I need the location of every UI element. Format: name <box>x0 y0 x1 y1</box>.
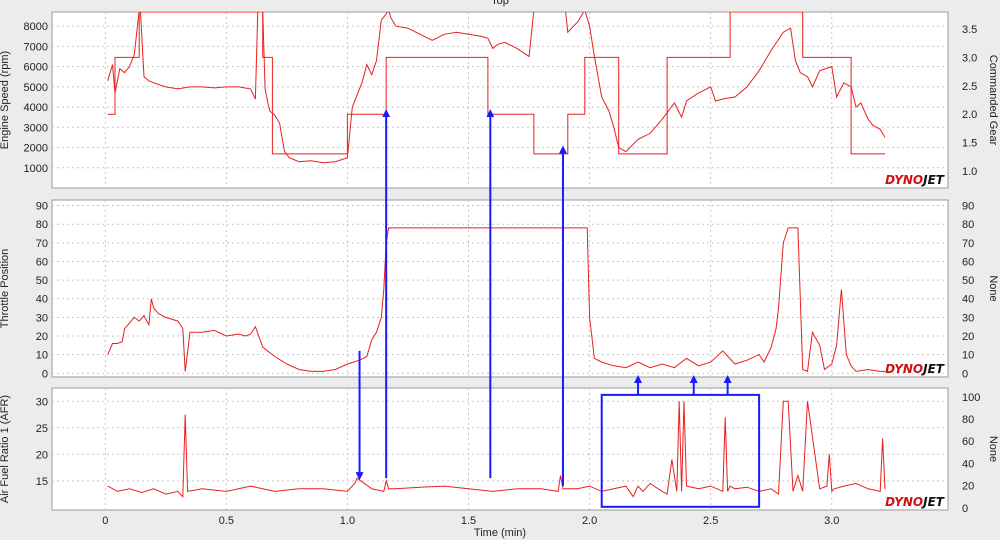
dynojet-logo: DYNOJET <box>885 173 945 187</box>
y-tick-label-left: 10 <box>36 350 48 362</box>
y-tick-label-right: 20 <box>962 481 974 493</box>
y-tick-label-right: 0 <box>962 503 968 515</box>
y-tick-label-left: 8000 <box>24 21 48 33</box>
plot-area <box>51 387 949 511</box>
x-tick-label: 2.0 <box>582 515 597 527</box>
y-tick-label-right: 40 <box>962 458 974 470</box>
x-tick-label: 1.5 <box>461 515 476 527</box>
y-tick-label-left: 1000 <box>24 163 48 175</box>
y-tick-label-right: 30 <box>962 312 974 324</box>
x-tick-label: 0 <box>102 515 108 527</box>
series-line-right <box>107 12 885 155</box>
y-tick-label-left: 3000 <box>24 122 48 134</box>
series-line-left <box>107 400 886 498</box>
y-tick-label-right: 60 <box>962 436 974 448</box>
y-tick-label-right: 2.0 <box>962 109 977 121</box>
y-tick-label-right: 0 <box>962 368 968 380</box>
y-tick-label-right: 1.5 <box>962 138 977 150</box>
series-line-left <box>107 227 885 373</box>
y-tick-label-left: 80 <box>36 219 48 231</box>
y-tick-label-left: 40 <box>36 294 48 306</box>
y-tick-label-right: 80 <box>962 219 974 231</box>
y-tick-label-right: 80 <box>962 414 974 426</box>
y-tick-label-left: 2000 <box>24 143 48 155</box>
plot-area <box>51 11 949 189</box>
y-tick-label-right: 3.0 <box>962 52 977 64</box>
y-tick-label-left: 5000 <box>24 82 48 94</box>
dynojet-logo: DYNOJET <box>885 495 945 509</box>
y-tick-label-right: 60 <box>962 256 974 268</box>
y-tick-label-right: 100 <box>962 392 980 404</box>
plot-area <box>51 199 949 378</box>
y-tick-label-left: 30 <box>36 396 48 408</box>
logo-part-b: JET <box>921 495 945 509</box>
chart-panel-2: 15 20 25 30 0 20 40 60 80 100 Air Fuel Ratio 1 (AF… <box>0 387 999 515</box>
y-tick-label-left: 60 <box>36 256 48 268</box>
y-tick-label-right: 2.5 <box>962 81 977 93</box>
logo-part-b: JET <box>921 362 945 376</box>
y-axis-title-right: None <box>987 436 999 462</box>
y-tick-label-right: 10 <box>962 350 974 362</box>
y-tick-label-left: 6000 <box>24 62 48 74</box>
chart-panel-0: 1000 2000 3000 4000 5000 6000 7000 8000 1.0 1.5 2.… <box>0 11 999 189</box>
dynojet-logo: DYNOJET <box>885 362 945 376</box>
y-tick-label-right: 1.0 <box>962 166 977 178</box>
x-axis-title: Time (min) <box>474 527 526 539</box>
y-tick-label-right: 90 <box>962 201 974 213</box>
y-tick-label-left: 7000 <box>24 41 48 53</box>
y-tick-label-right: 50 <box>962 275 974 287</box>
y-axis-title-right: Commanded Gear <box>987 55 999 146</box>
logo-part-a: DYNO <box>885 173 923 187</box>
y-axis-title-left: Air Fuel Ratio 1 (AFR) <box>0 395 11 503</box>
y-tick-label-right: 20 <box>962 331 974 343</box>
y-tick-label-right: 70 <box>962 238 974 250</box>
x-tick-label: 3.0 <box>824 515 839 527</box>
y-tick-label-right: 40 <box>962 294 974 306</box>
y-tick-label-left: 70 <box>36 238 48 250</box>
y-tick-label-left: 50 <box>36 275 48 287</box>
y-tick-label-left: 15 <box>36 476 48 488</box>
x-tick-label: 2.5 <box>703 515 718 527</box>
x-tick-label: 1.0 <box>340 515 355 527</box>
y-tick-label-left: 20 <box>36 449 48 461</box>
annotation-box <box>600 393 761 508</box>
y-tick-label-left: 25 <box>36 423 48 435</box>
chart-top-label: Top <box>491 0 509 7</box>
y-tick-label-right: 3.5 <box>962 24 977 36</box>
y-tick-label-left: 30 <box>36 312 48 324</box>
logo-part-a: DYNO <box>885 495 923 509</box>
y-tick-label-left: 90 <box>36 201 48 213</box>
series-line-left <box>107 12 886 164</box>
logo-part-b: JET <box>921 173 945 187</box>
y-tick-label-left: 0 <box>42 368 48 380</box>
y-axis-title-left: Engine Speed (rpm) <box>0 51 11 149</box>
logo-part-a: DYNO <box>885 362 923 376</box>
y-axis-title-right: None <box>987 275 999 301</box>
y-axis-title-left: Throttle Position <box>0 249 11 328</box>
chart-panel-1: 0 10 20 30 40 50 60 70 80 90 0 10 20 30 40 50 60 70 80 90 Th… <box>0 199 999 380</box>
y-tick-label-left: 20 <box>36 331 48 343</box>
x-tick-label: 0.5 <box>219 515 234 527</box>
y-tick-label-left: 4000 <box>24 102 48 114</box>
